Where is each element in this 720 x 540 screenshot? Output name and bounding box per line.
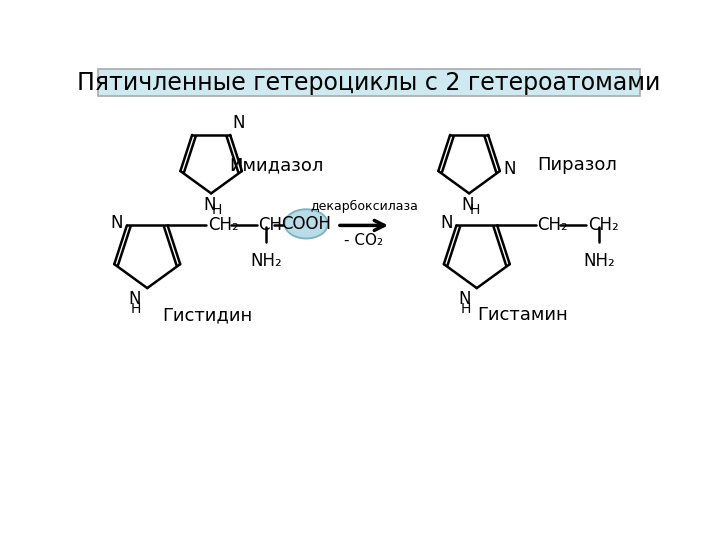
Text: NH₂: NH₂	[251, 252, 282, 271]
Text: H: H	[469, 204, 480, 218]
Text: CH₂: CH₂	[588, 217, 618, 234]
Text: Гистидин: Гистидин	[162, 306, 253, 324]
Text: CH: CH	[258, 217, 282, 234]
Text: Пятичленные гетероциклы с 2 гетероатомами: Пятичленные гетероциклы с 2 гетероатомам…	[77, 71, 661, 94]
Text: N: N	[203, 195, 216, 214]
Text: NH₂: NH₂	[583, 252, 615, 271]
Text: N: N	[458, 291, 471, 308]
Text: N: N	[440, 214, 453, 232]
Text: H: H	[131, 302, 141, 316]
Text: Гистамин: Гистамин	[477, 306, 568, 324]
Text: N: N	[462, 195, 474, 214]
Text: - CO₂: - CO₂	[344, 233, 384, 248]
Text: Имидазол: Имидазол	[230, 156, 324, 174]
Text: N: N	[233, 114, 245, 132]
FancyBboxPatch shape	[98, 70, 640, 96]
Text: N: N	[503, 160, 516, 178]
Text: CH₂: CH₂	[207, 217, 238, 234]
Ellipse shape	[284, 209, 328, 239]
Text: N: N	[111, 214, 123, 232]
Text: COOH: COOH	[282, 215, 331, 233]
Text: H: H	[212, 204, 222, 218]
Text: N: N	[129, 291, 141, 308]
Text: Пиразол: Пиразол	[537, 156, 617, 174]
Text: CH₂: CH₂	[537, 217, 568, 234]
Text: декарбоксилаза: декарбоксилаза	[310, 200, 418, 213]
Text: H: H	[460, 302, 471, 316]
